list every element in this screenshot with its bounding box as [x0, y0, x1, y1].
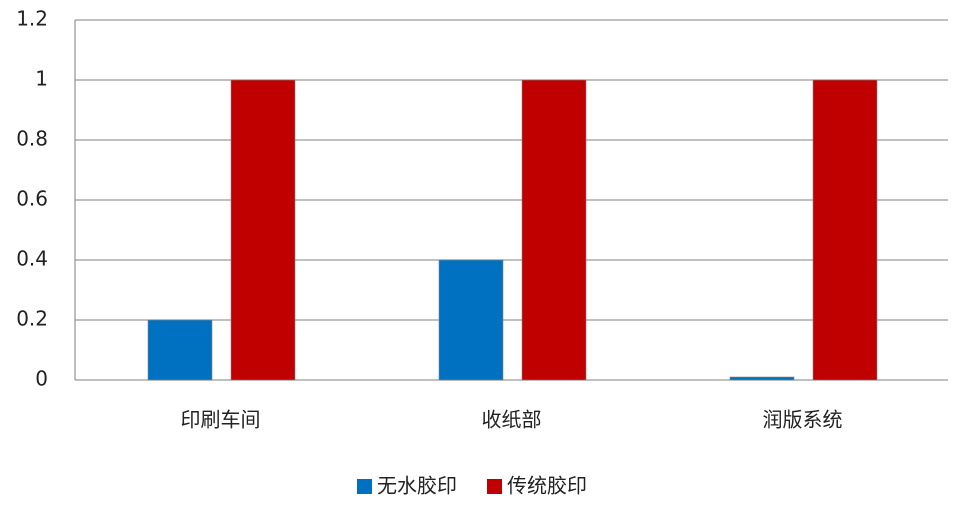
y-tick-label: 1 [35, 67, 48, 91]
y-tick-label: 0.8 [16, 127, 48, 151]
legend-swatch [357, 479, 372, 494]
x-tick-label: 收纸部 [482, 408, 542, 432]
y-tick-label: 0.4 [16, 247, 48, 271]
bar [812, 79, 878, 381]
y-tick-label: 0 [35, 367, 48, 391]
legend-swatch [487, 479, 502, 494]
bar [147, 319, 213, 381]
legend-label: 无水胶印 [377, 474, 457, 498]
x-tick-label: 印刷车间 [181, 408, 261, 432]
bar [729, 376, 795, 381]
bar [521, 79, 587, 381]
legend-label: 传统胶印 [507, 474, 587, 498]
bar [230, 79, 296, 381]
y-tick-label: 0.6 [16, 187, 48, 211]
bar [438, 259, 504, 381]
y-tick-label: 0.2 [16, 307, 48, 331]
x-tick-label: 润版系统 [763, 408, 843, 432]
y-tick-label: 1.2 [16, 7, 48, 31]
